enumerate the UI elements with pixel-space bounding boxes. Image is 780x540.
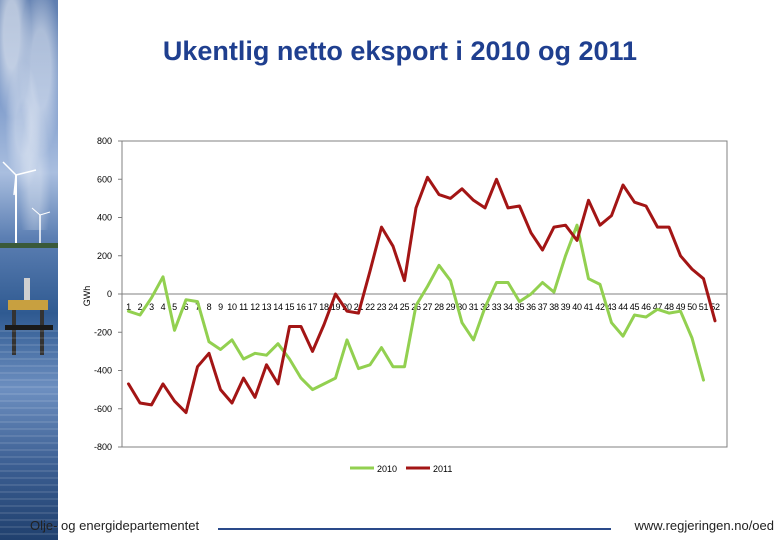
x-tick-label: 27 xyxy=(423,302,433,312)
x-tick-label: 22 xyxy=(365,302,375,312)
x-tick-label: 42 xyxy=(595,302,605,312)
x-tick-label: 2 xyxy=(138,302,143,312)
footer-department: Olje- og energidepartementet xyxy=(30,518,200,533)
y-tick-label: -200 xyxy=(94,327,112,337)
x-tick-label: 50 xyxy=(687,302,697,312)
x-tick-label: 23 xyxy=(377,302,387,312)
x-tick-label: 52 xyxy=(710,302,720,312)
x-tick-label: 4 xyxy=(161,302,166,312)
x-tick-label: 46 xyxy=(641,302,651,312)
y-tick-label: -400 xyxy=(94,366,112,376)
x-tick-label: 31 xyxy=(469,302,479,312)
x-tick-label: 15 xyxy=(285,302,295,312)
x-tick-label: 37 xyxy=(538,302,548,312)
x-tick-label: 16 xyxy=(296,302,306,312)
series-line-2011 xyxy=(127,175,717,415)
slide-title: Ukentlig netto eksport i 2010 og 2011 xyxy=(162,36,638,66)
wind-turbine-icon xyxy=(0,161,58,248)
y-tick-label: -600 xyxy=(94,404,112,414)
x-tick-label: 41 xyxy=(584,302,594,312)
sky-clouds xyxy=(0,0,58,230)
x-tick-label: 38 xyxy=(549,302,559,312)
x-tick-label: 43 xyxy=(607,302,617,312)
x-tick-label: 6 xyxy=(184,302,189,312)
x-tick-label: 39 xyxy=(561,302,571,312)
x-tick-label: 45 xyxy=(630,302,640,312)
x-tick-label: 13 xyxy=(262,302,272,312)
x-tick-label: 9 xyxy=(218,302,223,312)
x-tick-label: 35 xyxy=(515,302,525,312)
y-tick-label: 400 xyxy=(97,213,112,223)
x-tick-label: 40 xyxy=(572,302,582,312)
x-tick-label: 20 xyxy=(342,302,352,312)
x-tick-label: 25 xyxy=(400,302,410,312)
x-tick-label: 34 xyxy=(503,302,513,312)
legend-label-2011: 2011 xyxy=(433,464,452,474)
y-axis-label: GWh xyxy=(82,286,92,307)
x-tick-label: 5 xyxy=(172,302,177,312)
x-tick-label: 8 xyxy=(207,302,212,312)
x-tick-label: 33 xyxy=(492,302,502,312)
y-tick-label: -800 xyxy=(94,442,112,452)
x-tick-label: 17 xyxy=(308,302,318,312)
y-tick-label: 200 xyxy=(97,251,112,261)
sea-background xyxy=(0,330,58,540)
footer-url[interactable]: www.regjeringen.no/oed xyxy=(634,518,774,533)
x-tick-label: 48 xyxy=(664,302,674,312)
legend-label-2010: 2010 xyxy=(377,464,397,474)
x-tick-label: 3 xyxy=(149,302,154,312)
x-tick-label: 19 xyxy=(331,302,341,312)
footer-divider xyxy=(218,528,611,530)
x-tick-label: 51 xyxy=(699,302,709,312)
x-tick-label: 24 xyxy=(388,302,398,312)
x-tick-label: 44 xyxy=(618,302,628,312)
y-tick-label: 600 xyxy=(97,174,112,184)
x-tick-label: 49 xyxy=(676,302,686,312)
x-tick-label: 28 xyxy=(434,302,444,312)
x-tick-label: 14 xyxy=(273,302,283,312)
series-line-2010 xyxy=(127,223,705,392)
x-tick-label: 11 xyxy=(239,302,248,312)
y-tick-label: 0 xyxy=(107,289,112,299)
side-photo-strip xyxy=(0,0,58,540)
x-tick-label: 12 xyxy=(250,302,260,312)
x-tick-label: 29 xyxy=(446,302,456,312)
x-tick-label: 18 xyxy=(319,302,329,312)
x-tick-label: 10 xyxy=(227,302,237,312)
x-tick-label: 30 xyxy=(457,302,467,312)
y-tick-label: 800 xyxy=(97,136,112,146)
x-tick-label: 36 xyxy=(526,302,536,312)
x-tick-label: 47 xyxy=(653,302,663,312)
x-tick-label: 1 xyxy=(126,302,131,312)
oil-platform-icon xyxy=(5,278,53,355)
